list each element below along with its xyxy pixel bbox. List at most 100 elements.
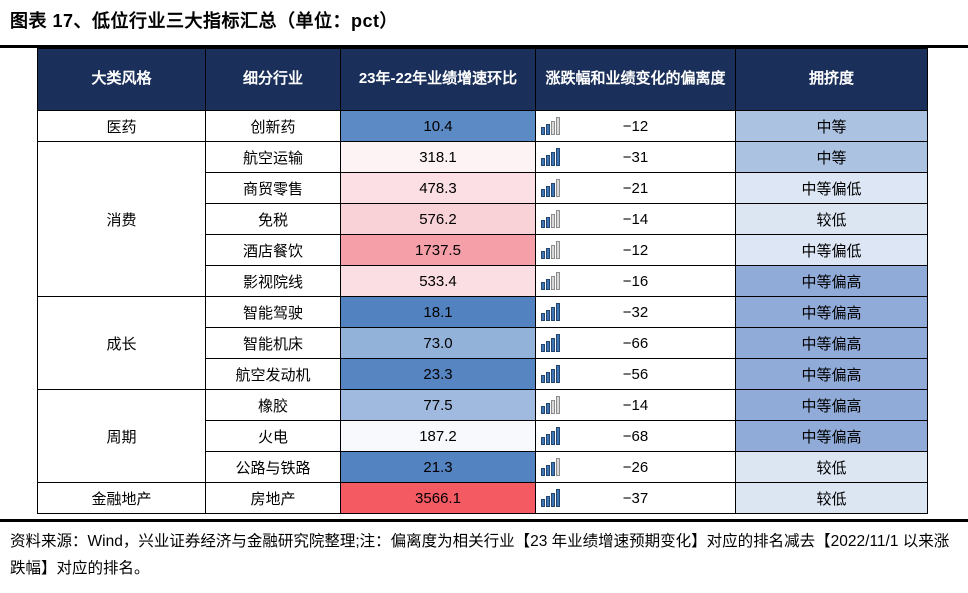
- header-crowdedness: 拥挤度: [735, 48, 928, 111]
- deviation-cell: −12: [535, 234, 736, 266]
- group-cell: 金融地产: [37, 482, 206, 514]
- table-row: 航空发动机 23.3 −56 中等偏高: [38, 358, 928, 390]
- growth-cell: 1737.5: [340, 234, 536, 266]
- rising-bars-icon: [541, 272, 560, 290]
- table-body: 医药 创新药 10.4 −12 中等 消费 航空运输 318.1 −31 中等 商贸零售 478.3−…: [37, 110, 928, 514]
- deviation-cell: −14: [535, 203, 736, 235]
- growth-cell: 187.2: [340, 420, 536, 452]
- rising-bars-icon: [541, 365, 560, 383]
- industry-cell: 酒店餐饮: [205, 234, 341, 266]
- group-cell: 医药: [37, 110, 206, 142]
- header-sub-industry: 细分行业: [205, 48, 341, 111]
- rising-bars-icon: [541, 210, 560, 228]
- deviation-cell: −66: [535, 327, 736, 359]
- group-cell: 成长: [37, 296, 206, 390]
- rising-bars-icon: [541, 334, 560, 352]
- growth-cell: 3566.1: [340, 482, 536, 514]
- rising-bars-icon: [541, 396, 560, 414]
- deviation-cell: −31: [535, 141, 736, 173]
- rising-bars-icon: [541, 427, 560, 445]
- growth-cell: 21.3: [340, 451, 536, 483]
- deviation-value: −16: [622, 272, 649, 290]
- industry-cell: 公路与铁路: [205, 451, 341, 483]
- group-cell: 消费: [37, 141, 206, 297]
- table-row: 智能机床 73.0 −66 中等偏高: [38, 327, 928, 359]
- bottom-divider: [0, 519, 968, 522]
- crowdedness-cell: 中等偏高: [735, 265, 928, 297]
- crowdedness-cell: 中等偏低: [735, 234, 928, 266]
- rising-bars-icon: [541, 458, 560, 476]
- growth-cell: 478.3: [340, 172, 536, 204]
- crowdedness-cell: 中等: [735, 110, 928, 142]
- table-row: 商贸零售 478.3 −21 中等偏低: [38, 172, 928, 204]
- industry-cell: 火电: [205, 420, 341, 452]
- crowdedness-cell: 中等偏高: [735, 420, 928, 452]
- table-row: 成长 智能驾驶 18.1 −32 中等偏高: [37, 296, 928, 390]
- industry-cell: 智能机床: [205, 327, 341, 359]
- table-row: 火电 187.2 −68 中等偏高: [38, 420, 928, 452]
- deviation-cell: −14: [535, 389, 736, 421]
- growth-cell: 576.2: [340, 203, 536, 235]
- growth-cell: 318.1: [340, 141, 536, 173]
- header-deviation: 涨跌幅和业绩变化的偏离度: [535, 48, 736, 111]
- deviation-cell: −26: [535, 451, 736, 483]
- growth-cell: 77.5: [340, 389, 536, 421]
- crowdedness-cell: 中等偏高: [735, 327, 928, 359]
- header-style-category: 大类风格: [37, 48, 206, 111]
- crowdedness-cell: 中等偏高: [735, 389, 928, 421]
- deviation-cell: −68: [535, 420, 736, 452]
- deviation-value: −12: [622, 117, 649, 135]
- crowdedness-cell: 中等: [735, 141, 928, 173]
- rising-bars-icon: [541, 148, 560, 166]
- deviation-value: −68: [622, 427, 649, 445]
- table-row: 消费 航空运输 318.1 −31 中等: [37, 141, 928, 297]
- industry-cell: 橡胶: [205, 389, 341, 421]
- deviation-value: −12: [622, 241, 649, 259]
- deviation-cell: −56: [535, 358, 736, 390]
- industry-cell: 影视院线: [205, 265, 341, 297]
- deviation-value: −56: [622, 365, 649, 383]
- top-divider: [0, 45, 968, 48]
- deviation-value: −32: [622, 303, 649, 321]
- growth-cell: 533.4: [340, 265, 536, 297]
- growth-cell: 10.4: [340, 110, 536, 142]
- crowdedness-cell: 较低: [735, 451, 928, 483]
- deviation-value: −31: [622, 148, 649, 166]
- industry-cell: 商贸零售: [205, 172, 341, 204]
- industry-cell: 航空运输: [205, 141, 341, 173]
- deviation-value: −14: [622, 210, 649, 228]
- rising-bars-icon: [541, 179, 560, 197]
- deviation-value: −26: [622, 458, 649, 476]
- group-cell: 周期: [37, 389, 206, 483]
- deviation-value: −37: [622, 489, 649, 507]
- rising-bars-icon: [541, 489, 560, 507]
- figure-title: 图表 17、低位行业三大指标汇总（单位：pct）: [10, 11, 399, 31]
- crowdedness-cell: 较低: [735, 203, 928, 235]
- deviation-cell: −21: [535, 172, 736, 204]
- deviation-cell: −16: [535, 265, 736, 297]
- crowdedness-cell: 中等偏高: [735, 358, 928, 390]
- table-row: 金融地产 房地产 3566.1 −37 较低: [37, 482, 928, 514]
- deviation-value: −14: [622, 396, 649, 414]
- deviation-cell: −32: [535, 296, 736, 328]
- crowdedness-cell: 中等偏高: [735, 296, 928, 328]
- source-note: 资料来源：Wind，兴业证券经济与金融研究院整理;注：偏离度为相关行业【23 年…: [10, 533, 950, 578]
- growth-cell: 23.3: [340, 358, 536, 390]
- header-growth-change: 23年-22年业绩增速环比: [340, 48, 536, 111]
- rising-bars-icon: [541, 241, 560, 259]
- industry-cell: 智能驾驶: [205, 296, 341, 328]
- deviation-value: −21: [622, 179, 649, 197]
- growth-cell: 18.1: [340, 296, 536, 328]
- rising-bars-icon: [541, 303, 560, 321]
- industry-cell: 房地产: [205, 482, 341, 514]
- deviation-cell: −37: [535, 482, 736, 514]
- crowdedness-cell: 较低: [735, 482, 928, 514]
- table-row: 医药 创新药 10.4 −12 中等: [37, 110, 928, 142]
- crowdedness-cell: 中等偏低: [735, 172, 928, 204]
- table-row: 影视院线 533.4 −16 中等偏高: [38, 265, 928, 297]
- growth-cell: 73.0: [340, 327, 536, 359]
- industry-cell: 免税: [205, 203, 341, 235]
- industry-indicator-table: 大类风格 细分行业 23年-22年业绩增速环比 涨跌幅和业绩变化的偏离度 拥挤度…: [37, 48, 928, 514]
- deviation-cell: −12: [535, 110, 736, 142]
